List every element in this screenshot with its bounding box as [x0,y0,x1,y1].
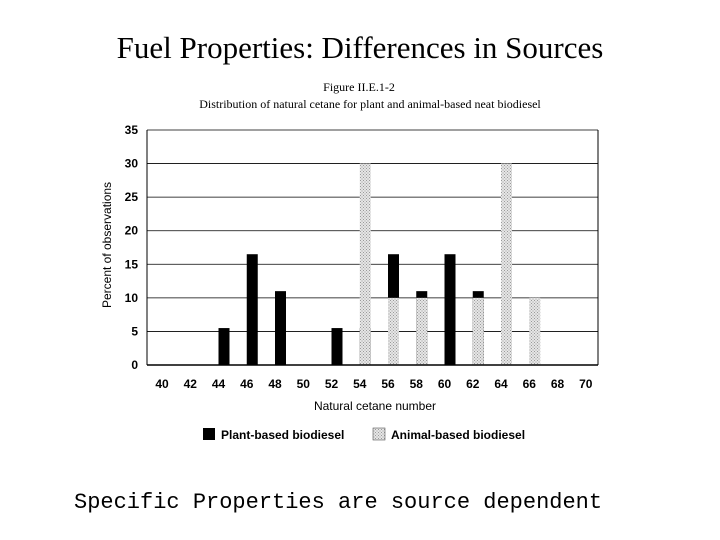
legend-swatch-plant [203,428,215,440]
bar-plant-52 [331,328,343,365]
figure-label: Figure II.E.1-2 [323,80,395,94]
bar-animal-56 [388,297,399,365]
bars [218,163,541,365]
x-axis-label: Natural cetane number [314,399,436,413]
chart-title: Distribution of natural cetane for plant… [199,97,541,111]
bar-animal-64 [501,163,512,365]
x-tick-label: 52 [325,377,339,391]
x-tick-label: 48 [268,377,282,391]
x-tick-label: 70 [579,377,593,391]
y-tick-label: 25 [125,190,139,204]
bar-animal-54 [359,163,371,365]
y-tick-labels: 0 5 10 15 20 25 30 35 [125,123,139,372]
x-tick-label: 60 [438,377,452,391]
x-tick-label: 62 [466,377,480,391]
x-tick-label: 66 [523,377,537,391]
x-tick-label: 68 [551,377,565,391]
bar-animal-62 [472,297,484,365]
legend-label-plant: Plant-based biodiesel [221,428,344,442]
legend-label-animal: Animal-based biodiesel [391,428,525,442]
y-tick-label: 10 [125,291,139,305]
x-tick-label: 56 [381,377,395,391]
x-tick-label: 64 [494,377,508,391]
bar-animal-58 [416,297,428,365]
x-tick-label: 58 [410,377,424,391]
y-tick-label: 5 [131,324,138,338]
x-tick-label: 44 [212,377,226,391]
bar-animal-66 [529,297,541,365]
x-tick-label: 40 [155,377,169,391]
y-axis-label: Percent of observations [100,182,114,308]
x-tick-label: 42 [184,377,198,391]
slide-title: Fuel Properties: Differences in Sources [116,30,604,65]
legend: Plant-based biodiesel Animal-based biodi… [203,427,525,442]
y-tick-label: 20 [125,224,139,238]
bar-plant-60 [444,254,456,365]
footer-caption: Specific Properties are source dependent [74,490,603,515]
y-tick-label: 15 [125,257,139,271]
x-tick-label: 50 [297,377,311,391]
y-tick-label: 35 [125,123,139,137]
legend-swatch-animal [372,427,386,441]
x-tick-label: 46 [240,377,254,391]
x-tick-labels: 40 42 44 46 48 50 52 54 56 58 60 62 64 66 68 70 [155,377,592,391]
bar-plant-46 [246,254,258,365]
y-tick-label: 0 [131,358,138,372]
bar-plant-44 [218,328,230,365]
bar-plant-48 [275,291,286,365]
x-tick-label: 54 [353,377,367,391]
y-tick-label: 30 [125,157,139,171]
